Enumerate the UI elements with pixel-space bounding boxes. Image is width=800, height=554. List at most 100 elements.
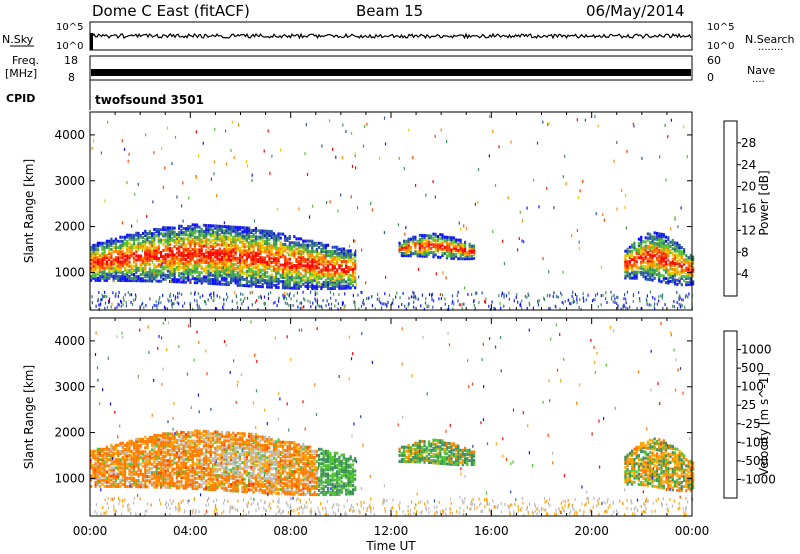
noise-cell	[166, 126, 168, 130]
echo-cell	[218, 437, 221, 440]
echo-cell	[275, 267, 278, 271]
echo-cell	[96, 250, 99, 253]
ground-cell	[202, 294, 204, 298]
echo-cell	[153, 473, 156, 477]
echo-cell	[216, 234, 219, 238]
ground-cell	[457, 290, 459, 294]
echo-cell	[184, 268, 187, 272]
echo-cell	[313, 250, 316, 253]
echo-cell	[333, 266, 336, 270]
ground-cell	[212, 299, 214, 302]
noise-cell	[666, 267, 668, 271]
echo-cell	[130, 464, 133, 468]
ground-cell	[431, 298, 433, 302]
echo-cell	[288, 241, 291, 245]
echo-cell	[205, 444, 208, 448]
echo-cell	[160, 463, 163, 467]
ground-cell	[91, 301, 93, 305]
echo-cell	[209, 249, 212, 252]
echo-cell	[94, 260, 97, 264]
echo-cell	[123, 272, 127, 276]
echo-cell	[123, 480, 127, 484]
echo-cell	[209, 488, 212, 491]
echo-cell	[135, 458, 138, 462]
echo-cell	[175, 484, 178, 488]
echo-cell	[642, 240, 645, 244]
colorbar-tick-label: 4	[741, 267, 749, 281]
echo-cell	[667, 244, 670, 248]
ground-cell	[303, 305, 305, 309]
echo-cell	[189, 451, 192, 455]
echo-cell	[126, 246, 129, 250]
echo-cell	[112, 454, 115, 457]
echo-cell	[108, 243, 111, 247]
echo-cell	[189, 482, 192, 486]
noise-cell	[222, 266, 224, 269]
echo-cell	[425, 250, 428, 254]
echo-cell	[137, 246, 140, 250]
echo-cell	[126, 464, 129, 468]
echo-cell	[137, 277, 140, 281]
noise-cell	[562, 270, 564, 274]
ground-cell	[363, 302, 365, 306]
echo-cell	[202, 252, 206, 256]
echo-cell	[270, 265, 273, 269]
echo-cell	[155, 259, 158, 262]
echo-cell	[153, 238, 156, 242]
echo-cell	[667, 246, 670, 250]
echo-cell	[631, 268, 634, 272]
echo-cell	[155, 250, 158, 254]
echo-cell	[259, 252, 262, 256]
echo-cell	[205, 448, 208, 452]
echo-cell	[173, 269, 176, 273]
echo-cell	[135, 485, 138, 489]
echo-cell	[182, 484, 185, 488]
echo-cell	[329, 256, 332, 260]
echo-cell	[148, 438, 151, 441]
ground-cell	[284, 295, 286, 298]
echo-cell	[324, 258, 327, 262]
echo-cell	[99, 274, 102, 278]
echo-cell	[96, 458, 99, 461]
echo-cell	[259, 241, 262, 245]
echo-cell	[146, 246, 149, 250]
echo-cell	[137, 448, 140, 452]
echo-cell	[99, 470, 102, 474]
echo-cell	[164, 228, 167, 232]
echo-cell	[286, 286, 289, 290]
echo-cell	[187, 460, 190, 463]
echo-cell	[441, 235, 444, 239]
echo-cell	[468, 253, 471, 257]
echo-cell	[214, 274, 217, 277]
ground-cell	[360, 290, 362, 294]
echo-cell	[209, 226, 212, 230]
echo-cell	[101, 256, 104, 260]
echo-cell	[293, 235, 296, 239]
echo-cell	[689, 253, 692, 257]
ground-cell	[570, 302, 572, 306]
echo-cell	[137, 437, 140, 441]
noise-cell	[202, 141, 204, 145]
echo-cell	[198, 248, 201, 252]
echo-cell	[680, 260, 683, 264]
echo-cell	[196, 485, 199, 489]
echo-cell	[220, 249, 224, 253]
echo-cell	[259, 243, 262, 247]
echo-cell	[664, 277, 668, 280]
echo-cell	[187, 472, 190, 476]
noise-cell	[578, 240, 580, 244]
echo-cell	[200, 246, 203, 250]
echo-cell	[216, 267, 219, 271]
echo-cell	[207, 467, 210, 471]
echo-cell	[277, 234, 280, 238]
echo-cell	[94, 266, 97, 270]
echo-cell	[211, 224, 215, 228]
echo-cell	[164, 463, 167, 467]
ground-cell	[173, 302, 175, 306]
ground-cell	[222, 307, 225, 311]
echo-cell	[211, 451, 215, 454]
echo-cell	[223, 276, 226, 280]
date-title: 06/May/2014	[586, 2, 684, 20]
echo-cell	[164, 432, 167, 436]
echo-cell	[275, 250, 278, 254]
